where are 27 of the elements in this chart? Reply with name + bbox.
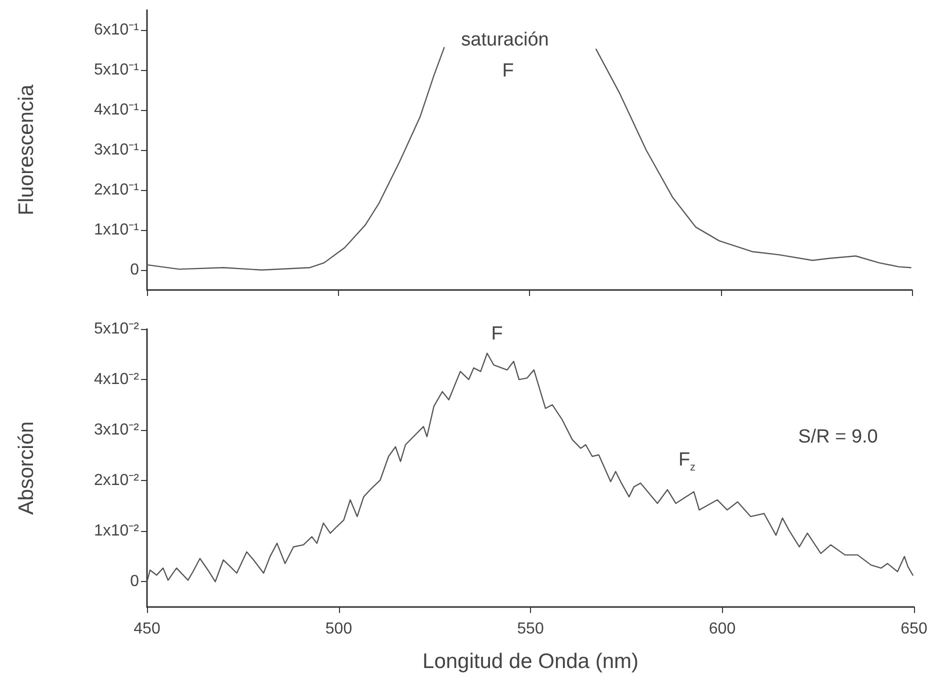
y-tick-label: 4x10⁻² — [94, 371, 140, 388]
annotation: saturación — [461, 30, 549, 50]
annotation: F — [491, 324, 503, 344]
y-tick-label: 5x10⁻¹ — [94, 62, 139, 78]
y-tick-label: 4x10⁻¹ — [94, 102, 139, 118]
y-tick-label: 0 — [130, 262, 140, 278]
y-axis-title: Absorción — [15, 421, 38, 515]
x-tick-label: 450 — [134, 620, 160, 638]
x-tick-label: 600 — [708, 620, 736, 638]
y-tick-label: 1x10⁻² — [94, 522, 140, 540]
y-tick-label: 5x10⁻² — [94, 320, 140, 338]
y-tick-label: 3x10⁻¹ — [94, 142, 139, 158]
y-tick-label: 3x10⁻² — [94, 422, 140, 439]
annotation: F — [502, 60, 514, 82]
y-tick-label: 6x10⁻¹ — [94, 22, 139, 38]
y-axis-title: Fluorescencia — [15, 84, 38, 216]
y-tick-label: 2x10⁻¹ — [94, 182, 139, 198]
annotation: F$_{z}$ — [678, 450, 696, 474]
x-tick-label: 550 — [517, 620, 544, 638]
x-tick-label: 650 — [900, 620, 928, 638]
x-axis-title: Longitud de Onda (nm) — [422, 650, 638, 673]
annotation: S/R = 9.0 — [798, 426, 878, 448]
y-tick-label: 0 — [130, 573, 140, 590]
line-series — [146, 352, 914, 582]
y-tick-label: 2x10⁻² — [94, 472, 140, 490]
x-tick-label: 500 — [325, 620, 352, 638]
y-tick-label: 1x10⁻¹ — [94, 222, 139, 238]
